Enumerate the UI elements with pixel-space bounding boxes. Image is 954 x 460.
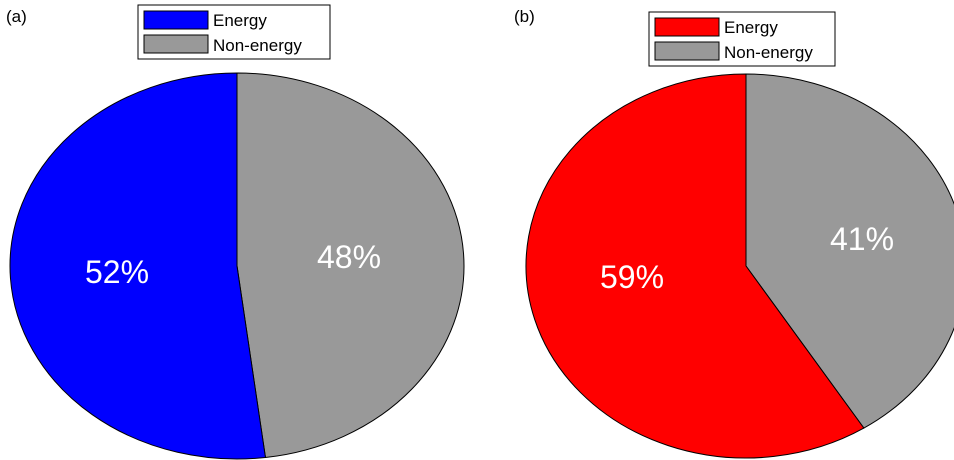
pie-slice-b-energy bbox=[525, 73, 865, 459]
legend-a-swatch-energy bbox=[143, 10, 209, 30]
legend-b: Energy Non-energy bbox=[648, 11, 836, 67]
legend-a-label-energy: Energy bbox=[213, 11, 267, 30]
panel-label-b: (b) bbox=[514, 7, 535, 26]
legend-b-swatch-non-energy bbox=[654, 41, 720, 61]
slice-label-b-energy: 59% bbox=[600, 259, 664, 295]
pie-a-slices bbox=[9, 72, 465, 460]
pie-slice-a-non-energy bbox=[236, 72, 465, 459]
pie-b-labels: 59% 41% bbox=[600, 221, 894, 295]
legend-b-label-non-energy: Non-energy bbox=[724, 43, 813, 62]
legend-b-label-energy: Energy bbox=[724, 18, 778, 37]
pie-a-labels: 52% 48% bbox=[85, 239, 381, 290]
legend-a: Energy Non-energy bbox=[137, 4, 331, 60]
pie-chart-b: (b) 59% 41% Energy Non-energy bbox=[514, 7, 954, 459]
legend-a-label-non-energy: Non-energy bbox=[213, 36, 302, 55]
pie-chart-a: (a) 52% 48% Energy Non-energy bbox=[6, 4, 465, 460]
pie-slice-a-energy bbox=[9, 72, 267, 460]
pie-b-slices bbox=[525, 73, 954, 459]
slice-label-b-non-energy: 41% bbox=[830, 221, 894, 257]
slice-label-a-non-energy: 48% bbox=[317, 239, 381, 275]
legend-b-swatch-energy bbox=[654, 17, 720, 37]
slice-label-a-energy: 52% bbox=[85, 254, 149, 290]
panel-label-a: (a) bbox=[6, 7, 27, 26]
pie-slice-b-non-energy bbox=[745, 73, 954, 429]
legend-a-swatch-non-energy bbox=[143, 34, 209, 54]
